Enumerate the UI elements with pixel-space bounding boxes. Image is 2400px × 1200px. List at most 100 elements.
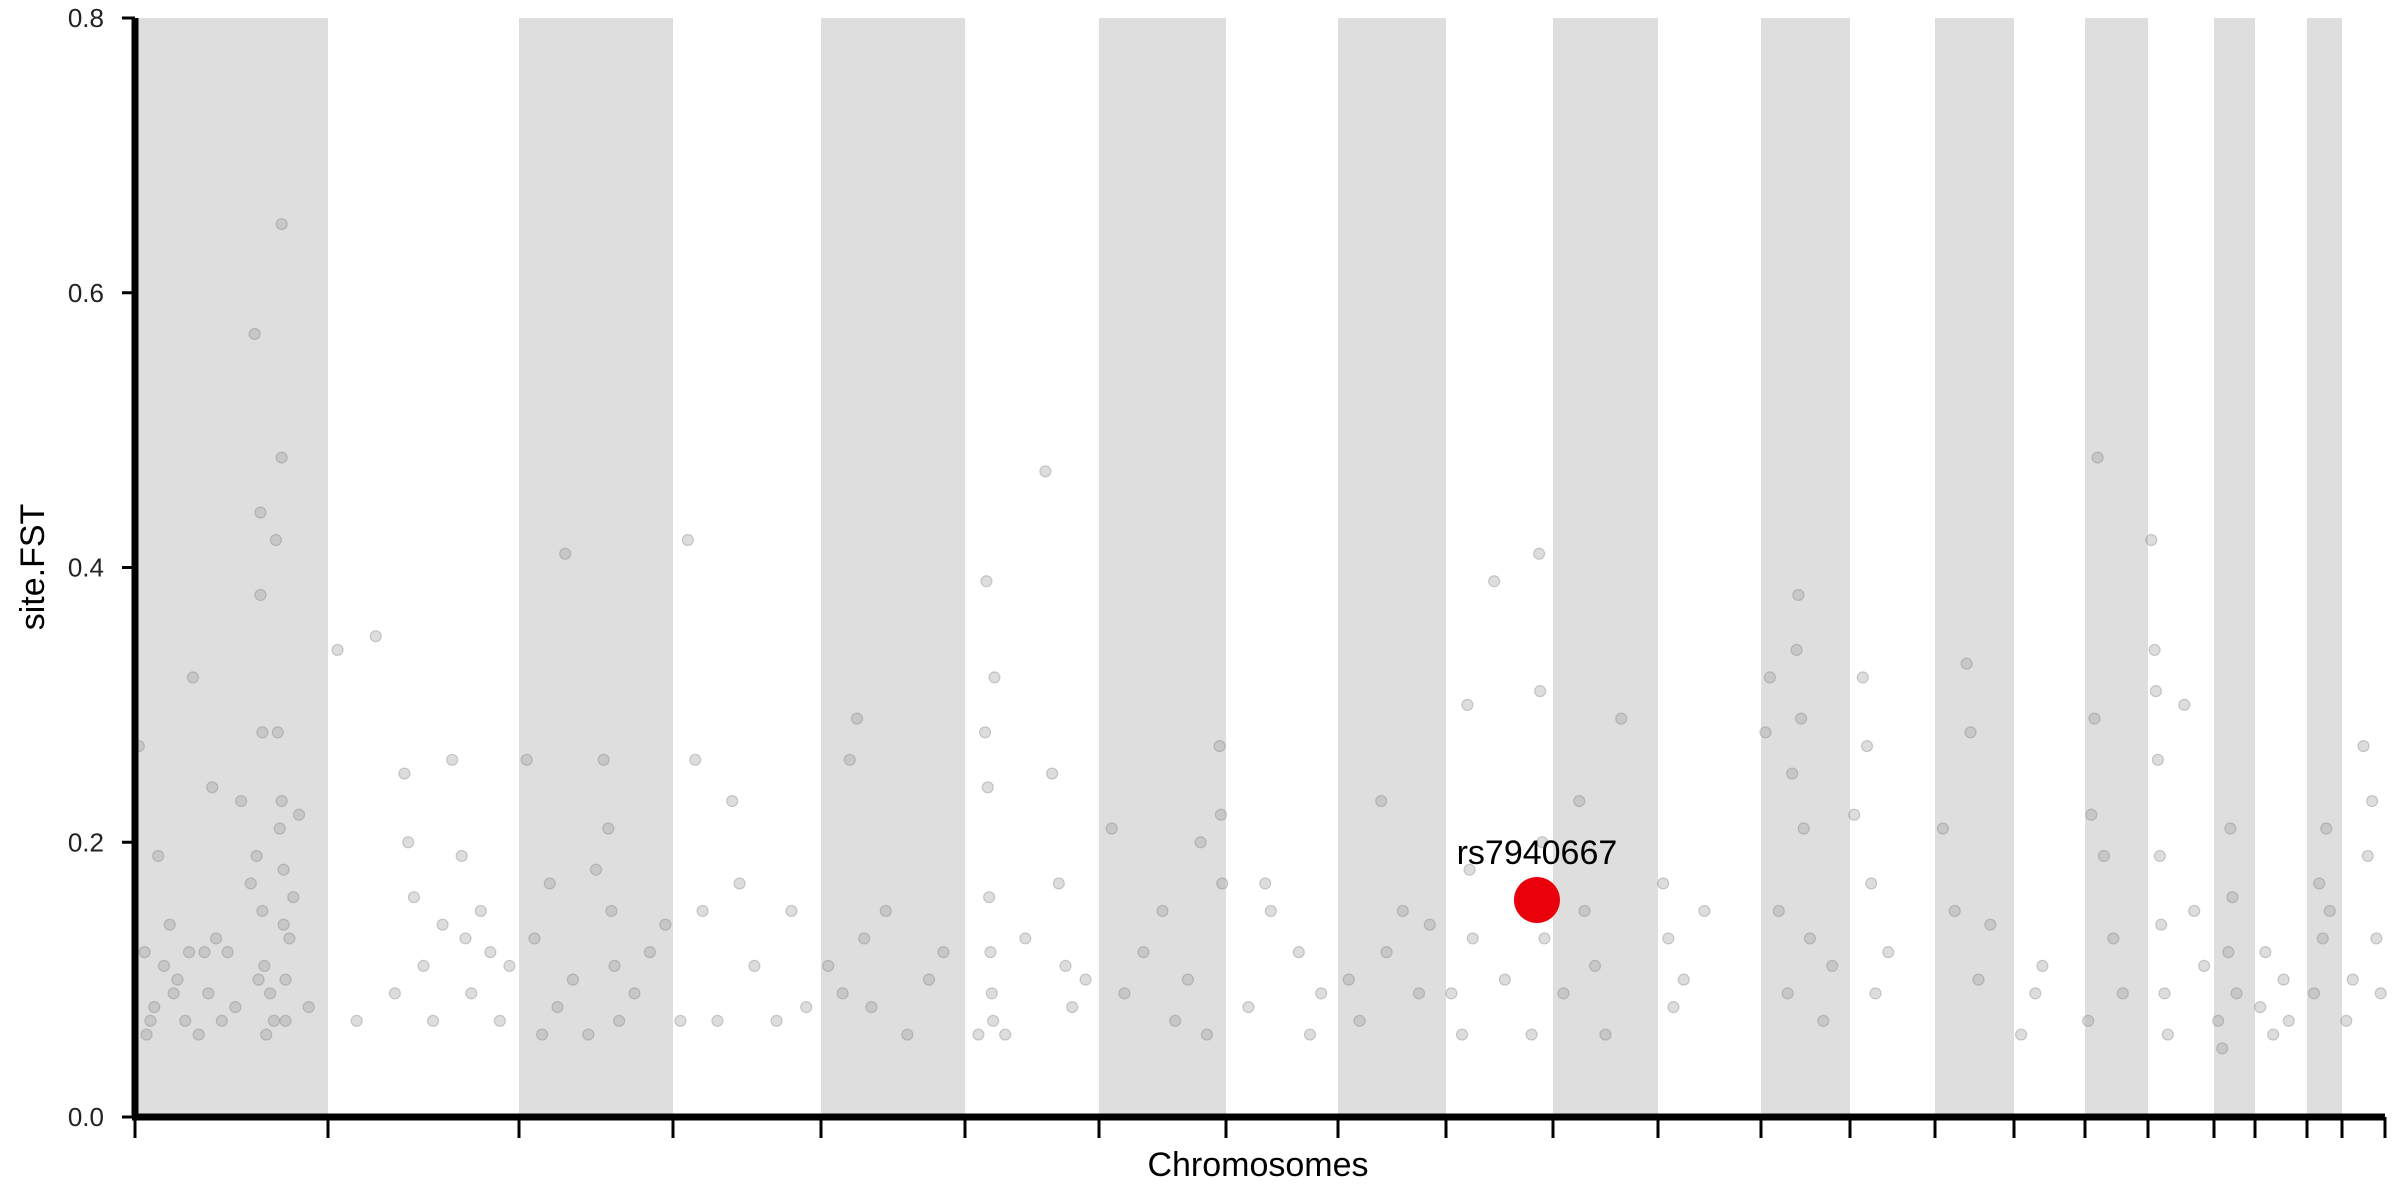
snp-point[interactable] <box>2107 932 2120 945</box>
snp-point[interactable] <box>402 836 415 849</box>
snp-point[interactable] <box>2346 973 2359 986</box>
snp-point[interactable] <box>800 1000 813 1014</box>
snp-point[interactable] <box>198 946 211 959</box>
snp-point[interactable] <box>1455 1028 1469 1041</box>
snp-point[interactable] <box>1657 877 1670 890</box>
snp-point[interactable] <box>981 781 994 794</box>
snp-point[interactable] <box>733 877 746 890</box>
snp-point[interactable] <box>1667 1000 1680 1014</box>
snp-point[interactable] <box>1303 1028 1317 1041</box>
snp-point[interactable] <box>822 959 835 972</box>
snp-point[interactable] <box>474 904 487 918</box>
snp-point[interactable] <box>2340 1014 2353 1027</box>
snp-point[interactable] <box>1964 726 1977 739</box>
snp-point[interactable] <box>1039 465 1052 478</box>
snp-point[interactable] <box>2085 808 2098 821</box>
snp-point[interactable] <box>398 767 411 780</box>
snp-point[interactable] <box>612 1014 626 1027</box>
snp-point[interactable] <box>1259 877 1272 890</box>
snp-point[interactable] <box>254 588 267 602</box>
snp-point[interactable] <box>455 849 468 863</box>
snp-point[interactable] <box>1797 822 1810 835</box>
snp-point[interactable] <box>250 849 263 863</box>
highlight-point[interactable] <box>1513 876 1560 923</box>
snp-point[interactable] <box>659 918 672 931</box>
snp-point[interactable] <box>748 959 761 972</box>
snp-point[interactable] <box>235 794 248 808</box>
snp-point[interactable] <box>1214 808 1228 821</box>
snp-point[interactable] <box>597 753 610 766</box>
snp-point[interactable] <box>983 891 996 904</box>
snp-point[interactable] <box>1538 932 1551 945</box>
snp-point[interactable] <box>850 712 864 725</box>
snp-point[interactable] <box>277 918 290 931</box>
snp-point[interactable] <box>2212 1014 2225 1027</box>
snp-point[interactable] <box>785 904 798 918</box>
snp-point[interactable] <box>269 533 282 547</box>
snp-point[interactable] <box>302 1000 315 1014</box>
snp-point[interactable] <box>1534 685 1547 698</box>
snp-point[interactable] <box>2361 849 2374 863</box>
snp-point[interactable] <box>446 753 459 766</box>
snp-point[interactable] <box>140 1028 153 1041</box>
snp-point[interactable] <box>858 932 871 945</box>
snp-point[interactable] <box>1790 643 1803 657</box>
snp-point[interactable] <box>1181 973 1195 986</box>
snp-point[interactable] <box>608 959 621 972</box>
snp-point[interactable] <box>248 327 261 341</box>
snp-point[interactable] <box>689 753 702 766</box>
snp-point[interactable] <box>1882 946 1895 959</box>
snp-point[interactable] <box>1759 726 1772 739</box>
snp-point[interactable] <box>1066 1000 1079 1014</box>
snp-point[interactable] <box>1105 822 1118 835</box>
snp-point[interactable] <box>643 946 657 959</box>
snp-point[interactable] <box>2091 451 2104 464</box>
snp-point[interactable] <box>2082 1014 2095 1027</box>
snp-point[interactable] <box>602 822 615 835</box>
snp-point[interactable] <box>2188 904 2201 918</box>
snp-point[interactable] <box>182 946 196 959</box>
snp-point[interactable] <box>407 891 421 904</box>
snp-point[interactable] <box>1960 657 1973 670</box>
snp-point[interactable] <box>493 1014 506 1027</box>
snp-point[interactable] <box>1599 1028 1612 1041</box>
snp-point[interactable] <box>275 217 288 231</box>
snp-point[interactable] <box>2088 712 2101 725</box>
snp-point[interactable] <box>1984 918 1997 931</box>
snp-point[interactable] <box>2148 643 2161 657</box>
snp-point[interactable] <box>681 533 694 547</box>
snp-point[interactable] <box>1353 1014 1366 1027</box>
snp-point[interactable] <box>275 794 288 808</box>
snp-point[interactable] <box>163 918 176 931</box>
snp-point[interactable] <box>417 959 430 972</box>
snp-point[interactable] <box>1375 794 1388 808</box>
snp-point[interactable] <box>2267 1028 2280 1041</box>
snp-point[interactable] <box>171 973 184 986</box>
snp-point[interactable] <box>770 1014 783 1027</box>
snp-point[interactable] <box>157 959 171 972</box>
snp-point[interactable] <box>1079 973 1092 986</box>
snp-point[interactable] <box>2097 849 2110 863</box>
snp-point[interactable] <box>535 1028 549 1041</box>
snp-point[interactable] <box>589 863 603 876</box>
snp-point[interactable] <box>1677 973 1690 986</box>
snp-point[interactable] <box>980 575 993 588</box>
snp-point[interactable] <box>1380 946 1393 959</box>
snp-point[interactable] <box>260 1028 273 1041</box>
snp-point[interactable] <box>1532 547 1546 560</box>
snp-point[interactable] <box>1573 794 1586 808</box>
snp-point[interactable] <box>167 987 180 1000</box>
snp-point[interactable] <box>1972 973 1985 986</box>
snp-point[interactable] <box>1860 739 1874 753</box>
snp-point[interactable] <box>1292 946 1305 959</box>
snp-point[interactable] <box>985 987 998 1000</box>
snp-point[interactable] <box>2014 1028 2028 1041</box>
snp-point[interactable] <box>2153 849 2166 863</box>
snp-point[interactable] <box>2259 946 2272 959</box>
snp-point[interactable] <box>2323 904 2336 918</box>
snp-point[interactable] <box>1792 588 1805 602</box>
snp-point[interactable] <box>273 822 286 835</box>
snp-point[interactable] <box>152 849 165 863</box>
snp-point[interactable] <box>256 726 269 739</box>
snp-point[interactable] <box>2282 1014 2295 1027</box>
